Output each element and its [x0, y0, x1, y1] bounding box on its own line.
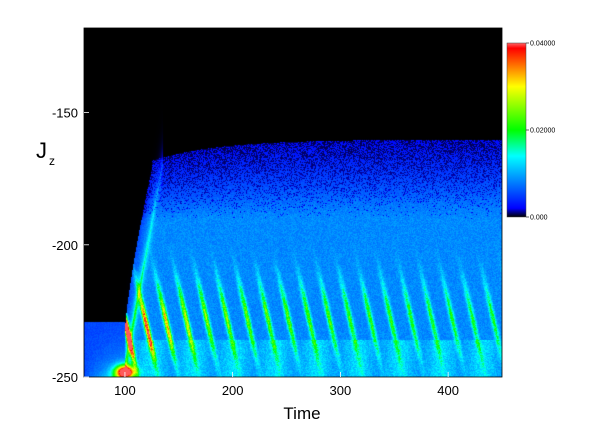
colorbar-gradient	[506, 42, 527, 218]
y-tick-label: -250	[52, 370, 78, 385]
plot-area	[83, 27, 503, 378]
x-tick-label: 100	[114, 383, 136, 398]
x-axis: 100 200 300 400	[114, 372, 459, 398]
y-axis: -250 -200 -150	[52, 106, 89, 385]
x-axis-label: Time	[283, 404, 320, 423]
y-tick-label: -200	[52, 238, 78, 253]
colorbar-ticks: 0.000 0.02000 0.04000	[526, 41, 555, 222]
y-axis-label-subscript: z	[49, 154, 55, 168]
colorbar-tick-label: 0.04000	[530, 41, 555, 48]
y-tick-label: -150	[52, 106, 78, 121]
heatmap-surface	[84, 28, 502, 377]
y-axis-label: J	[36, 138, 47, 163]
x-tick-label: 400	[437, 383, 459, 398]
colorbar: 0.000 0.02000 0.04000	[506, 41, 555, 222]
x-tick-label: 200	[222, 383, 244, 398]
x-tick-label: 300	[330, 383, 352, 398]
colorbar-tick-label: 0.000	[530, 215, 548, 222]
plot-frame	[83, 27, 503, 378]
colorbar-tick-label: 0.02000	[530, 128, 555, 135]
